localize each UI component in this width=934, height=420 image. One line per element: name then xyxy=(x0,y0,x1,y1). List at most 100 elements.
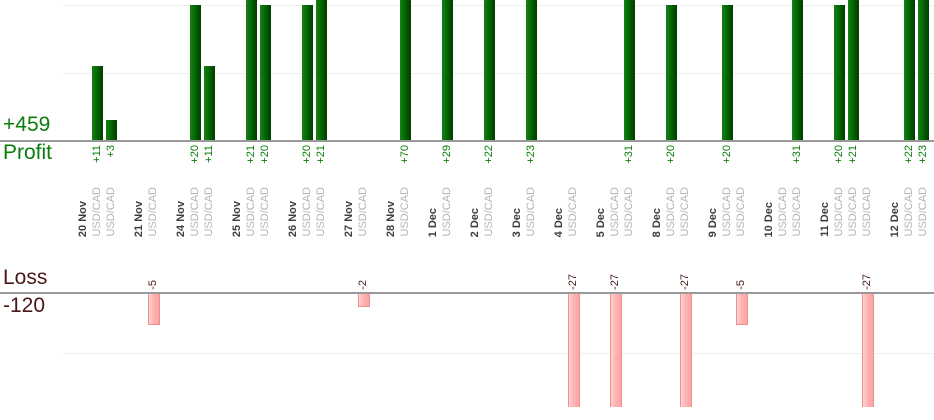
profit-value-label: +70 xyxy=(399,145,411,164)
profit-gridline xyxy=(63,73,934,74)
profit-bar[interactable] xyxy=(666,5,677,140)
date-label: 12 Dec xyxy=(889,201,901,237)
profit-value-label: +21 xyxy=(847,145,859,164)
profit-value-label: +20 xyxy=(301,145,313,164)
profit-value-label: +31 xyxy=(623,145,635,164)
date-label: 21 Nov xyxy=(133,200,145,237)
profit-bar[interactable] xyxy=(526,0,537,140)
profit-bar[interactable] xyxy=(848,0,859,140)
profit-value-label: +22 xyxy=(483,145,495,164)
loss-bar[interactable] xyxy=(680,294,692,407)
loss-bar[interactable] xyxy=(736,294,748,325)
symbol-label: USD/CAD xyxy=(315,187,327,237)
profit-bar[interactable] xyxy=(302,5,313,140)
symbol-label: USD/CAD xyxy=(105,187,117,237)
loss-bar[interactable] xyxy=(610,294,622,407)
symbol-label: USD/CAD xyxy=(301,187,313,237)
symbol-label: USD/CAD xyxy=(91,187,103,237)
profit-value-label: +20 xyxy=(833,145,845,164)
loss-baseline xyxy=(0,292,934,294)
symbol-label: USD/CAD xyxy=(917,187,929,237)
profit-value-label: +23 xyxy=(525,145,537,164)
symbol-label: USD/CAD xyxy=(721,187,733,237)
symbol-label: USD/CAD xyxy=(609,187,621,237)
loss-value-label: -27 xyxy=(679,274,691,290)
profit-bars-area xyxy=(0,0,934,140)
symbol-label: USD/CAD xyxy=(861,187,873,237)
profit-bar[interactable] xyxy=(400,0,411,140)
profit-value-label: +20 xyxy=(665,145,677,164)
loss-bar[interactable] xyxy=(862,294,874,407)
date-label: 3 Dec xyxy=(511,207,523,237)
date-label: 9 Dec xyxy=(707,207,719,237)
profit-bar[interactable] xyxy=(918,0,929,140)
loss-value-label: -27 xyxy=(609,274,621,290)
symbol-label: USD/CAD xyxy=(665,187,677,237)
profit-bar[interactable] xyxy=(904,0,915,140)
profit-bar[interactable] xyxy=(722,5,733,140)
symbol-label: USD/CAD xyxy=(777,187,789,237)
symbol-label: USD/CAD xyxy=(189,187,201,237)
date-label: 11 Dec xyxy=(819,202,831,237)
loss-total-label: -120 xyxy=(3,294,46,317)
date-label: 24 Nov xyxy=(175,200,187,237)
loss-value-label: -27 xyxy=(567,274,579,290)
date-label: 25 Nov xyxy=(231,200,243,237)
loss-value-label: -5 xyxy=(735,280,747,290)
loss-bar[interactable] xyxy=(148,294,160,325)
profit-value-label: +22 xyxy=(903,145,915,164)
loss-bar[interactable] xyxy=(568,294,580,407)
profit-bar[interactable] xyxy=(204,66,215,140)
profit-value-label: +11 xyxy=(91,145,103,163)
profit-bar[interactable] xyxy=(246,0,257,140)
profit-value-label: +23 xyxy=(917,145,929,164)
date-label: 10 Dec xyxy=(763,201,775,237)
loss-bar[interactable] xyxy=(358,294,370,307)
date-label: 28 Nov xyxy=(385,200,397,237)
symbol-label: USD/CAD xyxy=(203,187,215,237)
symbol-label: USD/CAD xyxy=(525,187,537,237)
date-label: 4 Dec xyxy=(553,207,565,237)
profit-bar[interactable] xyxy=(834,5,845,140)
profit-bar[interactable] xyxy=(442,0,453,140)
profit-bar[interactable] xyxy=(316,0,327,140)
profit-value-label: +20 xyxy=(189,145,201,164)
loss-value-label: -5 xyxy=(147,280,159,290)
profit-axis-label: Profit xyxy=(3,141,53,164)
loss-axis-label: Loss xyxy=(3,266,48,289)
profit-value-label: +3 xyxy=(105,145,117,158)
loss-value-label: -2 xyxy=(357,280,369,290)
profit-gridline xyxy=(63,5,934,6)
symbol-label: USD/CAD xyxy=(735,187,747,237)
symbol-label: USD/CAD xyxy=(441,187,453,237)
symbol-label: USD/CAD xyxy=(679,187,691,237)
symbol-label: USD/CAD xyxy=(245,187,257,237)
symbol-label: USD/CAD xyxy=(833,187,845,237)
symbol-label: USD/CAD xyxy=(791,187,803,237)
symbol-label: USD/CAD xyxy=(847,187,859,237)
loss-value-label: -27 xyxy=(861,274,873,290)
profit-bar[interactable] xyxy=(484,0,495,140)
profit-value-label: +21 xyxy=(245,145,257,164)
date-label: 5 Dec xyxy=(595,207,607,237)
symbol-label: USD/CAD xyxy=(259,187,271,237)
symbol-label: USD/CAD xyxy=(623,187,635,237)
symbol-label: USD/CAD xyxy=(147,187,159,237)
profit-bar[interactable] xyxy=(92,66,103,140)
profit-bar[interactable] xyxy=(624,0,635,140)
symbol-label: USD/CAD xyxy=(903,187,915,237)
profit-baseline xyxy=(0,140,934,142)
profit-bar[interactable] xyxy=(106,120,117,140)
loss-bars-area xyxy=(0,294,934,407)
profit-bar[interactable] xyxy=(260,5,271,140)
profit-value-label: +21 xyxy=(315,145,327,164)
symbol-label: USD/CAD xyxy=(483,187,495,237)
profit-bar[interactable] xyxy=(190,5,201,140)
profit-bar[interactable] xyxy=(792,0,803,140)
profit-value-label: +31 xyxy=(791,145,803,164)
symbol-label: USD/CAD xyxy=(399,187,411,237)
profit-total-label: +459 xyxy=(3,113,51,136)
profit-value-label: +20 xyxy=(259,145,271,164)
loss-gridline xyxy=(63,353,934,354)
